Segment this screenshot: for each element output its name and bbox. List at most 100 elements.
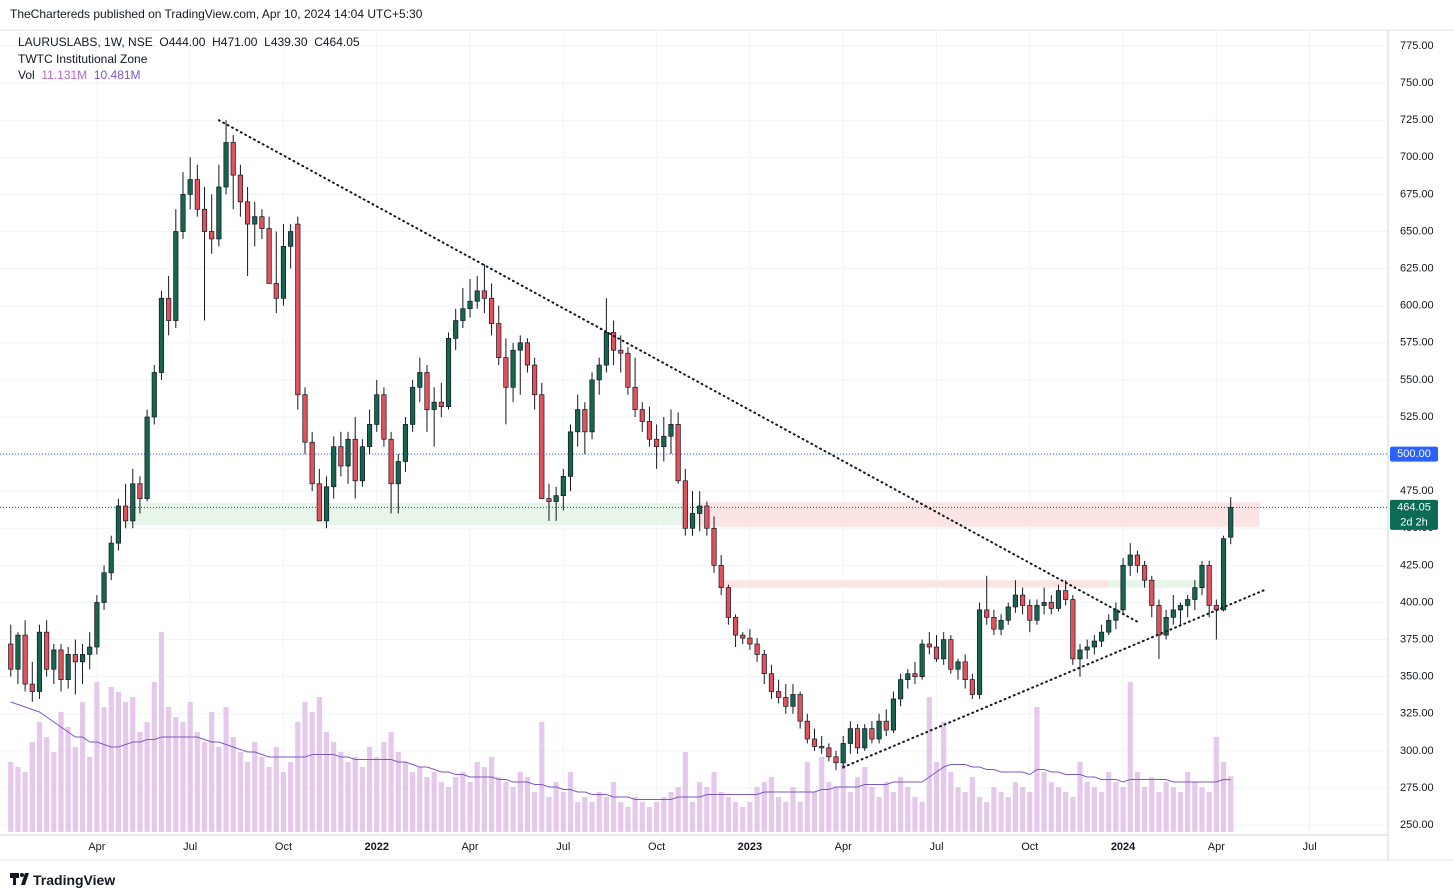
volume-bar <box>532 792 538 832</box>
volume-bar <box>646 807 653 832</box>
candle-body <box>1070 599 1076 660</box>
volume-bar <box>510 787 516 832</box>
candle-body <box>374 394 380 425</box>
volume-bar <box>819 757 825 832</box>
x-tick-label: 2023 <box>738 841 762 853</box>
grid <box>0 30 1388 835</box>
candle-body <box>1055 590 1062 609</box>
candle-body <box>417 372 423 388</box>
candle-body <box>474 290 480 302</box>
volume-bar <box>1213 737 1219 832</box>
volume-bar <box>1012 782 1019 832</box>
candle-body <box>467 300 473 310</box>
volume-bar <box>402 762 409 832</box>
volume-bar <box>797 802 803 832</box>
volume-bar <box>1206 792 1212 832</box>
volume-bar <box>94 682 100 832</box>
volume-bar <box>288 762 294 832</box>
volume-bar <box>395 752 401 832</box>
candle-body <box>94 602 100 648</box>
volume-bar <box>187 702 193 832</box>
candle-body <box>65 654 71 680</box>
zone <box>125 503 700 526</box>
volume-bar <box>524 777 531 832</box>
ohlc-close: C464.05 <box>314 35 360 49</box>
candle-body <box>1192 587 1198 600</box>
candle-body <box>998 619 1004 630</box>
volume-bar <box>79 702 86 832</box>
candle-body <box>984 609 990 618</box>
trendline <box>842 588 1268 769</box>
volume-bar <box>417 767 423 832</box>
candle-body <box>266 228 272 284</box>
candle-body <box>338 446 344 467</box>
volume-bar <box>173 717 179 832</box>
candle-body <box>969 679 975 695</box>
volume-bar <box>481 767 487 832</box>
y-tick-label: 725.00 <box>1400 114 1434 126</box>
candle-body <box>503 357 509 388</box>
price-label-box <box>1390 446 1438 462</box>
candle-body <box>661 435 667 448</box>
volume-bar <box>137 732 143 832</box>
price-label: 500.00 <box>1397 448 1431 460</box>
candle-body <box>237 174 243 203</box>
volume-bar <box>1084 782 1090 832</box>
candle-body <box>603 332 609 366</box>
x-tick-label: Apr <box>461 841 478 853</box>
volume-bar <box>115 692 121 832</box>
candle-body <box>1098 631 1105 642</box>
y-tick-label: 300.00 <box>1400 745 1434 757</box>
volume-bar <box>833 787 839 832</box>
volume-bar <box>1156 792 1162 832</box>
volume-bar <box>1063 792 1069 832</box>
volume-bar <box>194 732 200 832</box>
candle-body <box>1012 594 1019 608</box>
volume-bar <box>1170 787 1176 832</box>
candle-body <box>811 738 818 747</box>
candle-body <box>869 728 875 740</box>
volume-bar <box>783 802 789 832</box>
candle-body <box>223 142 229 188</box>
candle-body <box>1120 565 1126 611</box>
volume-bar <box>15 767 21 832</box>
volume-bar <box>352 757 358 832</box>
candle-body <box>445 337 452 407</box>
candle-body <box>438 401 444 407</box>
candle-body <box>768 673 775 692</box>
volume-bar <box>718 792 724 832</box>
volume-bar <box>345 762 351 832</box>
volume-bar <box>754 787 760 832</box>
candle-body <box>919 643 925 678</box>
volume-bar <box>438 782 444 832</box>
volume-bar <box>431 772 437 832</box>
volume-bar <box>8 762 14 832</box>
volume-bar <box>661 797 667 832</box>
candle-body <box>15 634 21 670</box>
candle-body <box>819 746 825 749</box>
volume-bar <box>1142 787 1148 832</box>
candle-body <box>725 587 731 618</box>
x-tick-label: Jul <box>1303 841 1317 853</box>
candle-body <box>560 475 566 496</box>
candle-body <box>840 743 846 764</box>
volume-bar <box>273 747 279 832</box>
volume-bar <box>962 792 968 832</box>
volume-bar <box>1177 792 1184 832</box>
y-tick-label: 625.00 <box>1400 263 1434 275</box>
candle-body <box>740 634 746 639</box>
candle-body <box>72 654 78 663</box>
candle-body <box>639 409 645 422</box>
candle-body <box>29 683 35 692</box>
volume-bar <box>862 767 868 832</box>
volume-bar <box>618 802 624 832</box>
candle-body <box>402 424 409 462</box>
volume-bar <box>811 792 818 832</box>
indicator-name: TWTC Institutional Zone <box>18 52 148 66</box>
x-tick-label: Jul <box>556 841 570 853</box>
y-tick-label: 375.00 <box>1400 633 1434 645</box>
candle-body <box>704 505 710 529</box>
volume-bar <box>984 802 990 832</box>
candle-body <box>1106 619 1112 633</box>
